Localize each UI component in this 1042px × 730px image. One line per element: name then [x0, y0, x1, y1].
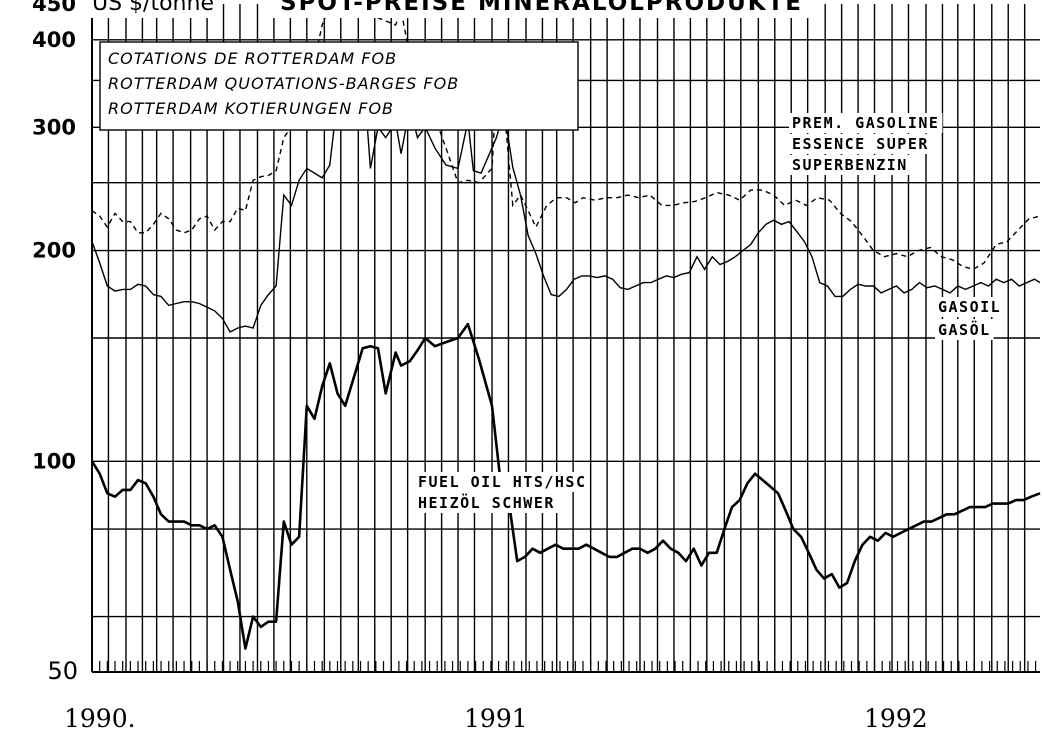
units-backdrop [88, 0, 218, 18]
y-tick-label: 200 [32, 239, 76, 263]
x-tick-label: 1992 [864, 704, 928, 730]
fuel-oil-line [90, 322, 1041, 650]
chart-axes: 450 400 300 200 100 50 1990. 1991 1992 [32, 0, 1040, 730]
gasoil-label-line: GASOIL [938, 298, 1001, 316]
gasoline-label-backdrop [789, 134, 932, 154]
fuel-oil-label-backdrop [415, 472, 590, 492]
y-tick-label: 400 [32, 28, 76, 52]
x-tick-label: 1990. [64, 704, 136, 730]
legend-line-2: ROTTERDAM QUOTATIONS-BARGES FOB [108, 74, 459, 93]
gasoline-label-line: ESSENCE SUPER [792, 135, 929, 153]
gasoline-label-line: PREM. GASOLINE [792, 114, 939, 132]
fuel-oil-label-backdrop [415, 492, 558, 513]
y-axis-units-label: US $/tonne [92, 0, 214, 16]
gasoline-label-backdrop [789, 113, 943, 133]
legend-box: COTATIONS DE ROTTERDAM FOB ROTTERDAM QUO… [99, 41, 579, 131]
fuel-oil-label-line: FUEL OIL HTS/HSC [418, 473, 587, 491]
gasoline-label-backdrop [789, 155, 911, 175]
gasoil-line [91, 61, 1041, 333]
fuel-oil-label-line: HEIZÖL SCHWER [418, 493, 555, 512]
y-tick-label: 450 [32, 0, 76, 16]
series-layer [90, 3, 1041, 650]
y-tick-label: 50 [47, 657, 78, 685]
gasoil-label-backdrop [935, 297, 1005, 317]
legend-line-3: ROTTERDAM KOTIERUNGEN FOB [108, 99, 394, 118]
x-tick-label: 1991 [464, 704, 528, 730]
chart-title: SPOT-PREISE MINERALÖLPRODUKTE [280, 0, 803, 16]
gasoil-label-backdrop [935, 319, 994, 340]
gasoline-label-line: SUPERBENZIN [792, 156, 908, 174]
gasoil-label-line: GASÖL [938, 320, 991, 339]
y-tick-label: 300 [32, 115, 76, 139]
premium-gasoline-line [91, 3, 1041, 271]
title-backdrop [272, 0, 812, 18]
series-labels: PREM. GASOLINE ESSENCE SUPER SUPERBENZIN GA… [415, 113, 1005, 513]
y-tick-label: 100 [32, 449, 76, 473]
legend-line-1: COTATIONS DE ROTTERDAM FOB [108, 49, 397, 68]
